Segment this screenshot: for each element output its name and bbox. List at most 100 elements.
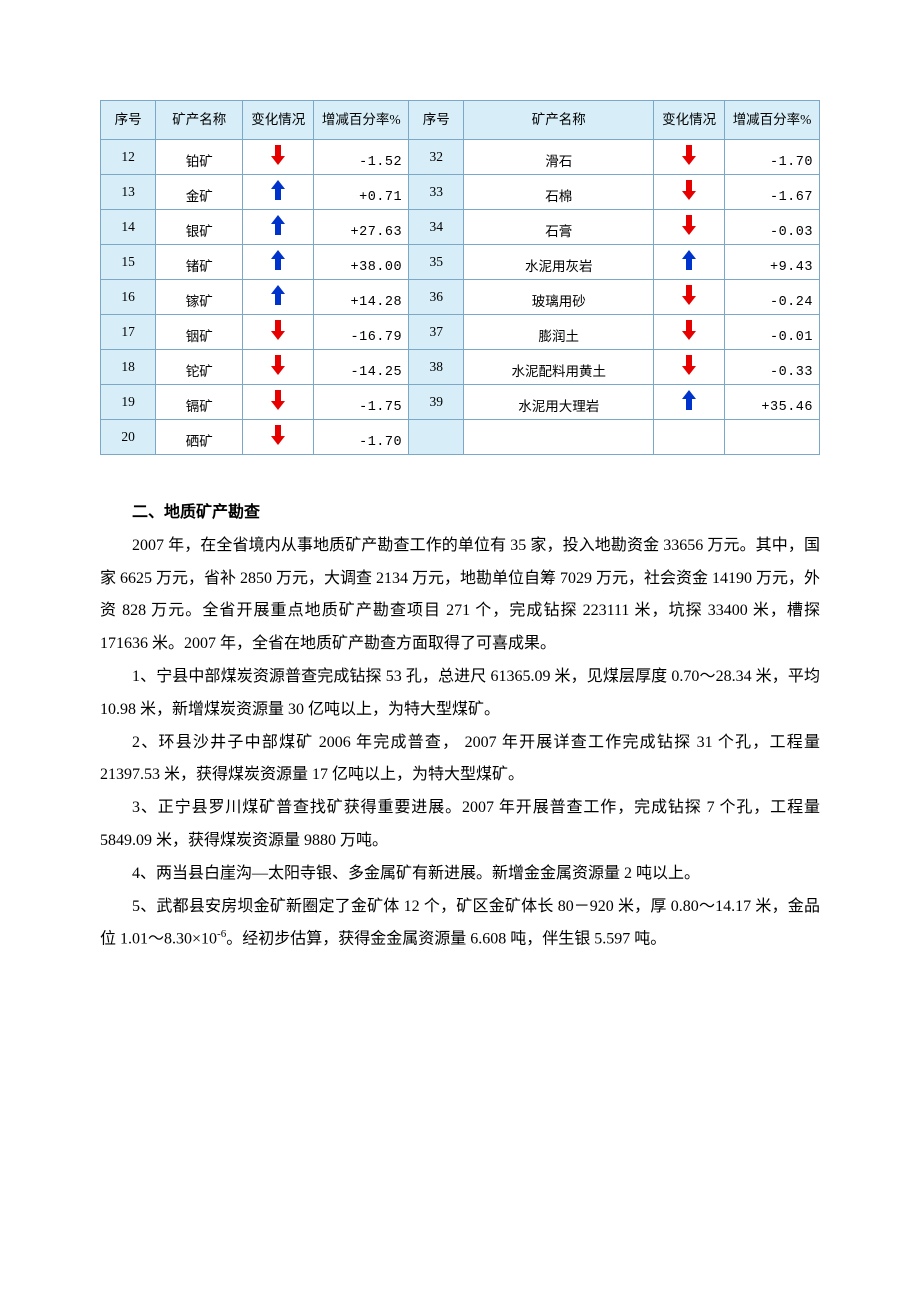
cell-name: 石膏 — [464, 210, 654, 245]
cell-change — [243, 350, 314, 385]
arrow-up-icon — [682, 390, 696, 410]
cell-change — [243, 385, 314, 420]
cell-seq: 16 — [101, 280, 156, 315]
arrow-down-icon — [682, 355, 696, 375]
cell-change — [243, 210, 314, 245]
cell-pct — [725, 420, 820, 455]
cell-name: 石棉 — [464, 175, 654, 210]
arrow-up-icon — [682, 250, 696, 270]
cell-pct: -1.70 — [725, 140, 820, 175]
arrow-up-icon — [271, 250, 285, 270]
text-run: 。经初步估算，获得金金属资源量 6.608 吨，伴生银 5.597 吨。 — [226, 931, 666, 948]
cell-name: 镉矿 — [156, 385, 243, 420]
table-row: 17铟矿-16.7937膨润土-0.01 — [101, 315, 820, 350]
cell-change — [654, 245, 725, 280]
cell-pct: -1.52 — [314, 140, 409, 175]
document-page: 序号 矿产名称 变化情况 增减百分率% 序号 矿产名称 变化情况 增减百分率% … — [0, 0, 920, 1016]
cell-pct: +0.71 — [314, 175, 409, 210]
cell-seq: 13 — [101, 175, 156, 210]
table-row: 19镉矿-1.7539水泥用大理岩+35.46 — [101, 385, 820, 420]
cell-change — [243, 280, 314, 315]
cell-name: 铂矿 — [156, 140, 243, 175]
arrow-down-icon — [271, 145, 285, 165]
paragraph: 4、两当县白崖沟—太阳寺银、多金属矿有新进展。新增金金属资源量 2 吨以上。 — [100, 858, 820, 891]
cell-name: 玻璃用砂 — [464, 280, 654, 315]
cell-seq: 33 — [409, 175, 464, 210]
cell-change — [243, 175, 314, 210]
cell-pct: +9.43 — [725, 245, 820, 280]
col-seq-right: 序号 — [409, 101, 464, 140]
cell-seq: 37 — [409, 315, 464, 350]
col-pct-left: 增减百分率% — [314, 101, 409, 140]
cell-pct: +38.00 — [314, 245, 409, 280]
cell-pct: -16.79 — [314, 315, 409, 350]
cell-name: 银矿 — [156, 210, 243, 245]
cell-seq: 36 — [409, 280, 464, 315]
cell-change — [654, 420, 725, 455]
arrow-down-icon — [682, 145, 696, 165]
cell-seq: 19 — [101, 385, 156, 420]
cell-pct: -1.67 — [725, 175, 820, 210]
table-row: 18铊矿-14.2538水泥配料用黄土-0.33 — [101, 350, 820, 385]
cell-seq: 20 — [101, 420, 156, 455]
mineral-table: 序号 矿产名称 变化情况 增减百分率% 序号 矿产名称 变化情况 增减百分率% … — [100, 100, 820, 455]
cell-change — [654, 350, 725, 385]
table-row: 15锗矿 +38.0035水泥用灰岩 +9.43 — [101, 245, 820, 280]
table-body: 12铂矿-1.5232滑石-1.7013金矿+0.7133石棉-1.6714银矿… — [101, 140, 820, 455]
cell-name: 硒矿 — [156, 420, 243, 455]
cell-seq: 15 — [101, 245, 156, 280]
cell-seq: 35 — [409, 245, 464, 280]
table-row: 13金矿+0.7133石棉-1.67 — [101, 175, 820, 210]
arrow-up-icon — [271, 180, 285, 200]
cell-change — [654, 175, 725, 210]
col-change-right: 变化情况 — [654, 101, 725, 140]
cell-change — [654, 385, 725, 420]
body-text: 二、地质矿产勘查 2007 年，在全省境内从事地质矿产勘查工作的单位有 35 家… — [100, 497, 820, 956]
section-heading: 二、地质矿产勘查 — [100, 497, 820, 530]
cell-name: 膨润土 — [464, 315, 654, 350]
table-row: 20硒矿 -1.70 — [101, 420, 820, 455]
arrow-down-icon — [271, 390, 285, 410]
cell-seq: 38 — [409, 350, 464, 385]
paragraph: 5、武都县安房坝金矿新圈定了金矿体 12 个，矿区金矿体长 80－920 米，厚… — [100, 891, 820, 957]
cell-seq: 12 — [101, 140, 156, 175]
arrow-down-icon — [682, 320, 696, 340]
cell-change — [654, 140, 725, 175]
cell-name: 水泥用灰岩 — [464, 245, 654, 280]
arrow-down-icon — [682, 285, 696, 305]
cell-name — [464, 420, 654, 455]
table-header: 序号 矿产名称 变化情况 增减百分率% 序号 矿产名称 变化情况 增减百分率% — [101, 101, 820, 140]
cell-change — [243, 315, 314, 350]
cell-name: 水泥配料用黄土 — [464, 350, 654, 385]
cell-pct: +27.63 — [314, 210, 409, 245]
cell-seq: 14 — [101, 210, 156, 245]
table-row: 16镓矿+14.2836玻璃用砂-0.24 — [101, 280, 820, 315]
arrow-down-icon — [682, 215, 696, 235]
arrow-down-icon — [271, 355, 285, 375]
cell-change — [243, 420, 314, 455]
paragraph: 2、环县沙井子中部煤矿 2006 年完成普查， 2007 年开展详查工作完成钻探… — [100, 727, 820, 793]
cell-name: 水泥用大理岩 — [464, 385, 654, 420]
cell-name: 镓矿 — [156, 280, 243, 315]
cell-pct: -0.01 — [725, 315, 820, 350]
arrow-up-icon — [271, 215, 285, 235]
paragraph: 1、宁县中部煤炭资源普查完成钻探 53 孔，总进尺 61365.09 米，见煤层… — [100, 661, 820, 727]
arrow-down-icon — [271, 425, 285, 445]
col-name-left: 矿产名称 — [156, 101, 243, 140]
cell-seq: 34 — [409, 210, 464, 245]
cell-pct: +35.46 — [725, 385, 820, 420]
cell-change — [243, 245, 314, 280]
arrow-up-icon — [271, 285, 285, 305]
cell-seq — [409, 420, 464, 455]
col-seq-left: 序号 — [101, 101, 156, 140]
cell-pct: -1.70 — [314, 420, 409, 455]
cell-pct: -0.03 — [725, 210, 820, 245]
paragraph: 3、正宁县罗川煤矿普查找矿获得重要进展。2007 年开展普查工作，完成钻探 7 … — [100, 792, 820, 858]
cell-change — [654, 280, 725, 315]
cell-name: 锗矿 — [156, 245, 243, 280]
cell-seq: 17 — [101, 315, 156, 350]
col-change-left: 变化情况 — [243, 101, 314, 140]
cell-pct: -1.75 — [314, 385, 409, 420]
cell-seq: 18 — [101, 350, 156, 385]
cell-pct: +14.28 — [314, 280, 409, 315]
